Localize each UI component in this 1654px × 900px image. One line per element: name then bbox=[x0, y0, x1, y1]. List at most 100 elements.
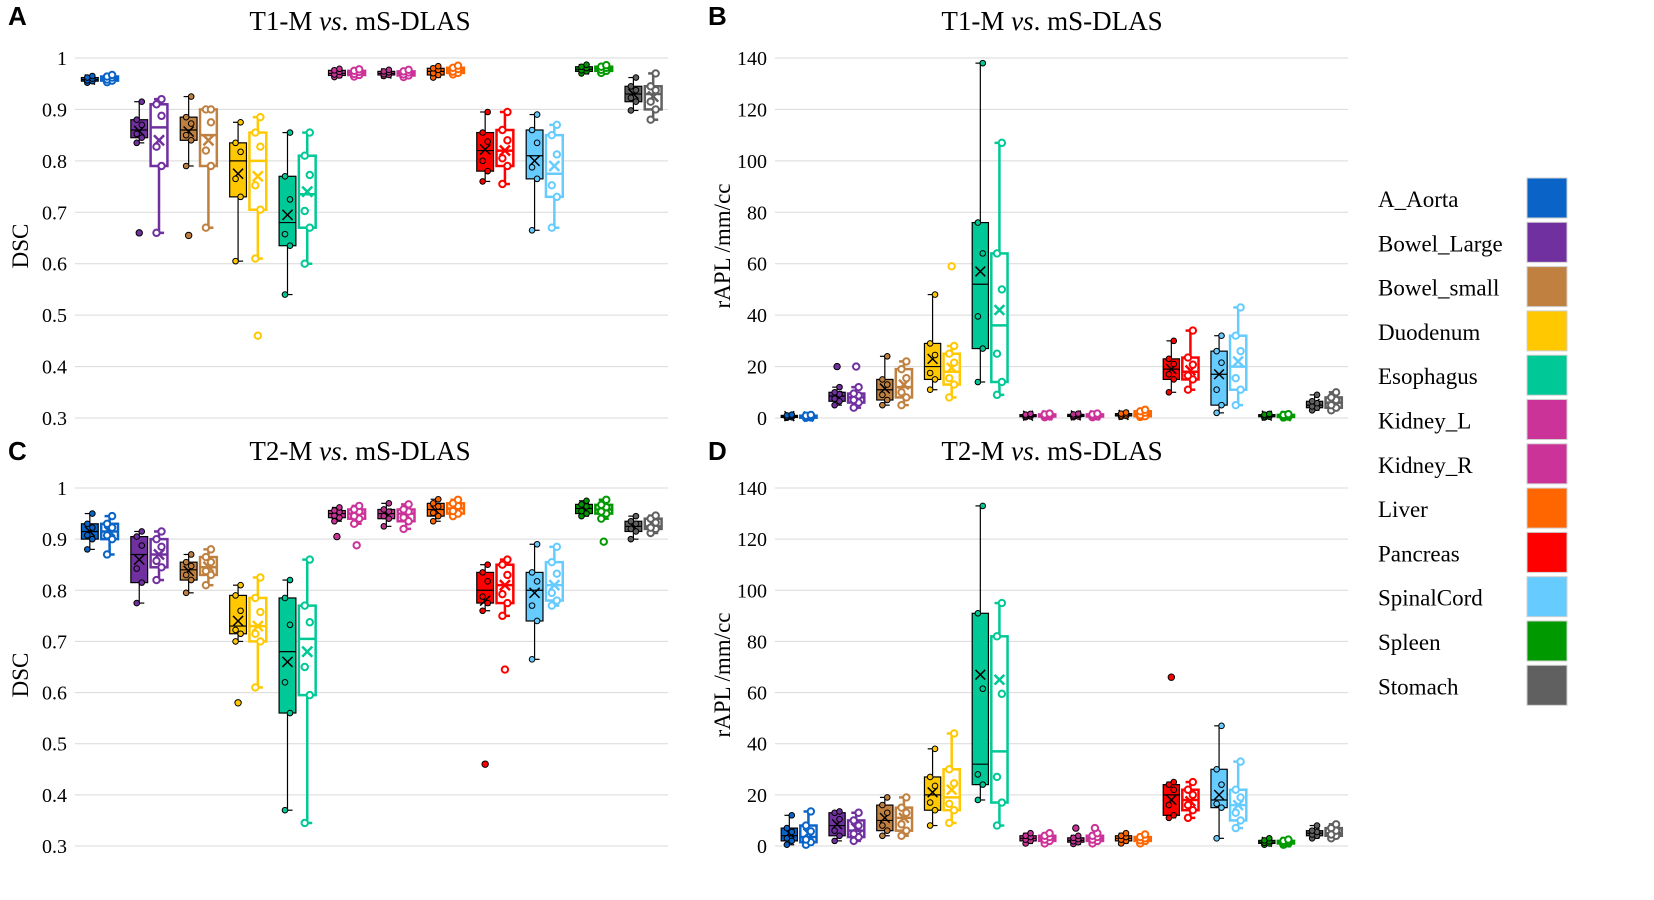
data-point bbox=[157, 527, 166, 536]
outlier-point bbox=[833, 362, 841, 371]
data-point bbox=[883, 352, 891, 360]
outlier-point bbox=[333, 532, 341, 541]
data-point bbox=[883, 827, 891, 834]
legend-label: A_Aorta bbox=[1378, 187, 1458, 212]
data-point bbox=[883, 809, 891, 817]
data-point bbox=[1122, 829, 1130, 837]
data-point bbox=[89, 510, 96, 517]
data-point bbox=[237, 148, 244, 156]
box-bowel-small-manual bbox=[179, 551, 198, 597]
y-tick-label: 1 bbox=[57, 48, 67, 70]
box-duodenum-manual bbox=[923, 745, 942, 829]
y-tick-label: 0.7 bbox=[42, 202, 67, 224]
data-point bbox=[627, 107, 635, 114]
box-duodenum-manual bbox=[923, 291, 942, 394]
title-part: T1-M bbox=[941, 6, 1011, 36]
data-point bbox=[879, 822, 886, 829]
data-point bbox=[788, 411, 796, 418]
data-point bbox=[152, 228, 161, 238]
data-point bbox=[945, 393, 954, 402]
data-point bbox=[854, 808, 863, 817]
y-tick-label: 0.9 bbox=[42, 529, 67, 551]
box-spinalcord-manual bbox=[1210, 722, 1228, 842]
data-point bbox=[201, 223, 211, 232]
data-point bbox=[503, 161, 512, 171]
data-point bbox=[974, 219, 982, 226]
data-point bbox=[1236, 816, 1245, 825]
data-point bbox=[133, 599, 141, 607]
data-point bbox=[251, 128, 260, 137]
outlier-point bbox=[184, 231, 193, 240]
legend-item: Spleen bbox=[1378, 620, 1568, 662]
box-body bbox=[990, 252, 1009, 384]
title-part: T2-M bbox=[249, 436, 319, 466]
mean-marker bbox=[548, 579, 561, 592]
data-point bbox=[1170, 778, 1178, 786]
data-point bbox=[1231, 808, 1240, 817]
box-kidney-r-mslas bbox=[396, 500, 416, 534]
box-duodenum-mslas bbox=[248, 112, 268, 340]
data-point bbox=[627, 525, 635, 533]
data-point bbox=[974, 378, 982, 386]
data-point bbox=[305, 170, 314, 180]
data-point bbox=[578, 501, 585, 508]
data-point bbox=[1188, 790, 1198, 800]
data-point bbox=[133, 533, 141, 540]
mean-marker bbox=[301, 645, 314, 658]
data-point bbox=[479, 129, 486, 136]
data-point bbox=[1213, 347, 1220, 355]
box-a-aorta-manual bbox=[80, 510, 99, 553]
box-kidney-l-manual bbox=[327, 504, 346, 541]
legend-item: Pancreas bbox=[1378, 531, 1568, 573]
data-point bbox=[484, 167, 491, 175]
legend: A_Aorta Bowel_Large Bowel_small Duodenum Eso… bbox=[1378, 177, 1568, 706]
data-point bbox=[201, 580, 211, 590]
outlier-point bbox=[253, 331, 263, 340]
outlier-point bbox=[500, 665, 510, 674]
box-stomach-manual bbox=[624, 74, 643, 114]
data-point bbox=[806, 807, 816, 816]
box-a-aorta-manual bbox=[780, 812, 799, 849]
data-point bbox=[286, 709, 294, 717]
data-point bbox=[1236, 793, 1245, 802]
data-point bbox=[1122, 409, 1130, 416]
data-point bbox=[1218, 401, 1225, 409]
legend-item: Kidney_L bbox=[1378, 399, 1568, 440]
data-point bbox=[251, 254, 260, 263]
data-point bbox=[879, 391, 886, 399]
data-point bbox=[479, 593, 486, 600]
data-point bbox=[552, 120, 562, 130]
data-point bbox=[300, 601, 309, 610]
data-point bbox=[232, 175, 239, 183]
data-point bbox=[182, 589, 190, 597]
data-point bbox=[831, 388, 838, 396]
y-tick-label: 140 bbox=[737, 48, 767, 70]
box-a-aorta-manual bbox=[780, 410, 799, 422]
data-point bbox=[399, 524, 408, 534]
data-point bbox=[879, 801, 886, 809]
data-point bbox=[152, 556, 161, 566]
data-point bbox=[157, 94, 166, 104]
data-point bbox=[336, 504, 343, 511]
data-point bbox=[992, 349, 1002, 358]
data-point bbox=[1213, 409, 1220, 417]
legend-swatch bbox=[1526, 310, 1568, 352]
data-point bbox=[434, 495, 442, 503]
panel-letter: D bbox=[708, 436, 727, 466]
box-liver-manual bbox=[426, 495, 445, 525]
box-kidney-r-mslas bbox=[1085, 409, 1105, 422]
legend-label: Pancreas bbox=[1378, 541, 1460, 566]
data-point bbox=[945, 373, 954, 383]
data-point bbox=[157, 161, 166, 171]
data-point bbox=[883, 396, 891, 404]
chart-title: T1-M vs. mS-DLAS bbox=[941, 6, 1162, 36]
data-point bbox=[533, 111, 541, 118]
data-point bbox=[583, 61, 590, 68]
box-stomach-manual bbox=[1305, 822, 1324, 842]
data-point bbox=[305, 618, 314, 627]
legend-label: Liver bbox=[1378, 497, 1428, 522]
data-point bbox=[305, 128, 314, 137]
data-point bbox=[331, 517, 338, 525]
data-point bbox=[931, 376, 939, 383]
